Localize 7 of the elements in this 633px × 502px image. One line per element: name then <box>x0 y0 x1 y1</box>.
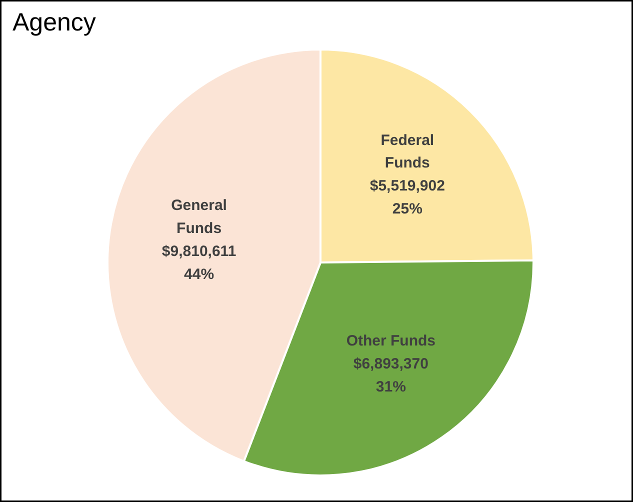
data-label: $9,810,611 44% <box>162 242 236 283</box>
slice-label: Other Funds <box>346 332 436 350</box>
slice-label: Federal Funds <box>380 132 434 172</box>
data-label: $5,519,902 25% <box>370 178 445 218</box>
slice-label: General Funds <box>171 196 227 237</box>
data-label: $6,893,370 31% <box>353 356 428 396</box>
chart-title: Agency <box>12 8 96 36</box>
